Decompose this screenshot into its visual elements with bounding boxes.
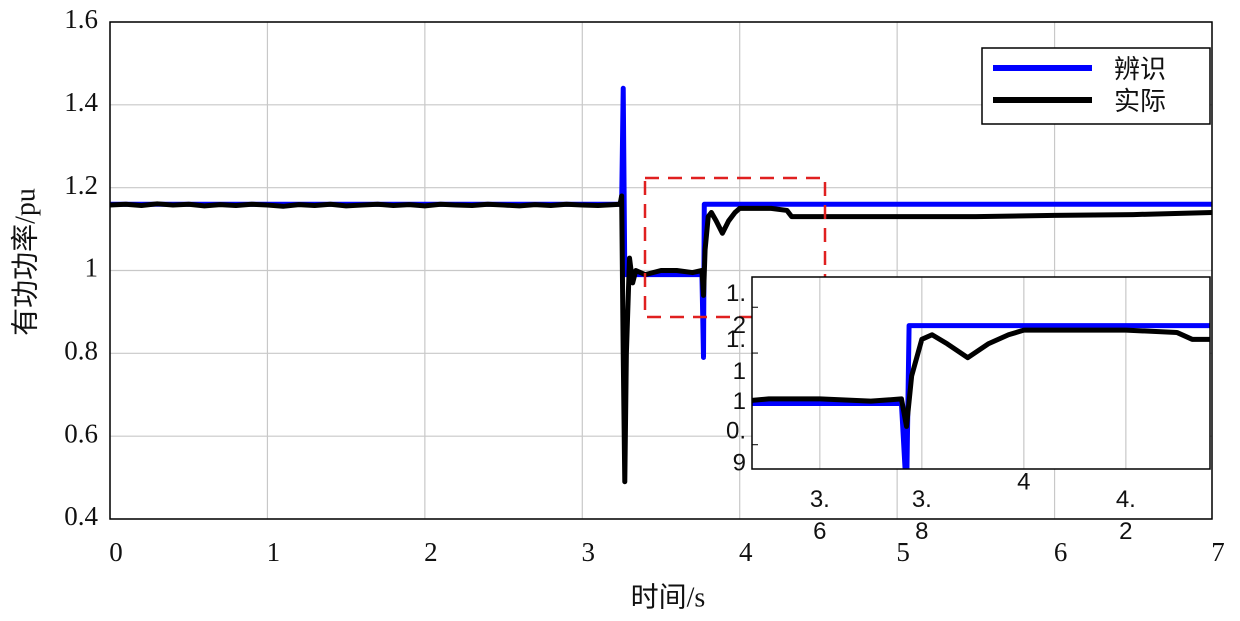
x-tick-label: 4: [739, 537, 753, 567]
x-tick-label: 2: [424, 537, 438, 567]
inset-y-tick-label: 1. 1: [726, 326, 746, 385]
y-tick-label: 1.4: [64, 87, 98, 117]
inset-background: [752, 277, 1210, 469]
legend-box: [981, 47, 1211, 125]
inset-y-tick-label: 1: [733, 388, 746, 415]
inset-x-tick-label: 3. 8: [912, 486, 932, 545]
inset-y-tick-label: 0. 9: [726, 418, 746, 477]
series-line: [110, 85, 1212, 360]
y-tick-label: 0.4: [64, 501, 98, 531]
legend-label: 实际: [1114, 87, 1166, 116]
y-tick-label: 1.2: [64, 170, 98, 200]
x-tick-label: 1: [267, 537, 281, 567]
series-line: [110, 193, 1212, 485]
series-line: [752, 323, 1210, 469]
axes-frame: [109, 21, 1213, 520]
y-tick-label: 1: [85, 253, 99, 283]
x-tick-label: 5: [896, 537, 910, 567]
x-tick-label: 6: [1054, 537, 1068, 567]
inset-x-tick-label: 3. 6: [810, 486, 830, 545]
x-axis-label: 时间/s: [631, 581, 706, 613]
inset-x-tick-label: 4: [1017, 468, 1030, 495]
series-line: [752, 327, 1210, 429]
y-tick-label: 0.8: [64, 336, 98, 366]
x-tick-label: 3: [582, 537, 596, 567]
y-tick-label: 0.6: [64, 418, 98, 448]
inset-x-tick-label: 4. 2: [1116, 486, 1136, 545]
inset-y-tick-label: 1. 2: [726, 281, 746, 340]
inset-frame: [751, 276, 1211, 470]
y-tick-label: 1.6: [64, 4, 98, 34]
x-tick-label: 7: [1211, 537, 1225, 567]
legend-label: 辨识: [1114, 55, 1166, 84]
x-tick-label: 0: [109, 537, 123, 567]
y-axis-label: 有功功率/pu: [9, 188, 41, 336]
